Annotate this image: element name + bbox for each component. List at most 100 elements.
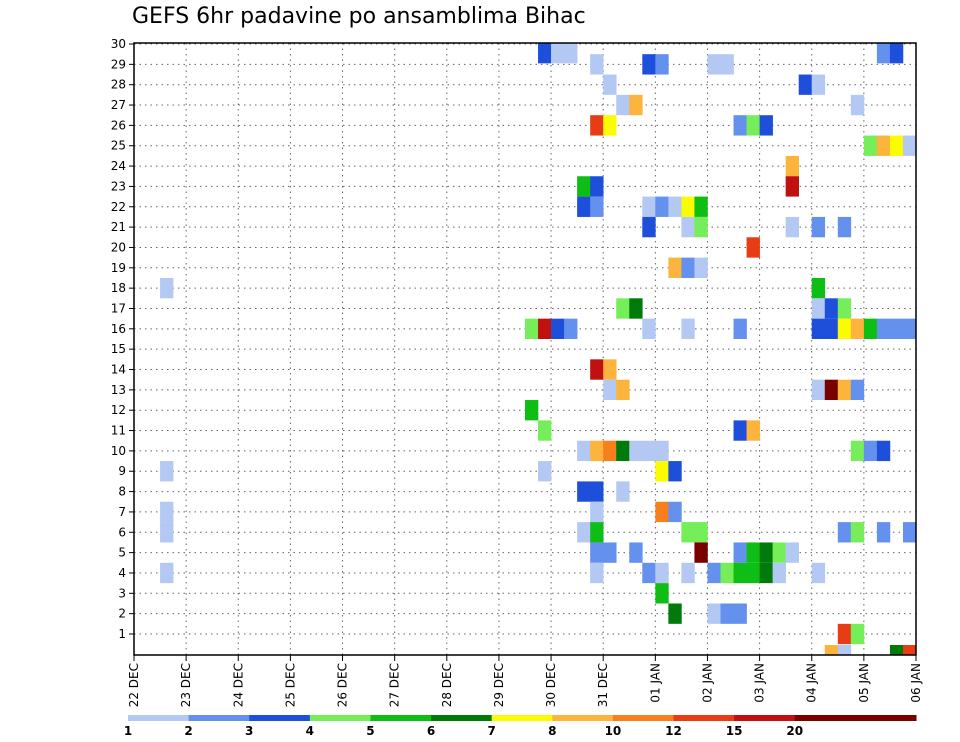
legend-swatch <box>673 715 735 721</box>
precip-cell <box>889 43 904 64</box>
precip-cell <box>655 501 669 523</box>
precip-cell <box>889 645 904 655</box>
precip-cell <box>863 440 878 462</box>
precip-cell <box>551 43 565 64</box>
precip-cell <box>863 318 878 339</box>
x-tick-label: 01 JAN <box>648 663 662 703</box>
precip-cell <box>564 43 578 64</box>
precip-cell <box>772 562 786 584</box>
legend-label: 5 <box>366 724 374 738</box>
precip-cell <box>824 318 839 339</box>
y-tick-label: 19 <box>111 261 126 275</box>
precip-cell <box>668 603 682 624</box>
precip-cell <box>160 501 174 523</box>
precip-cell <box>590 54 604 75</box>
precip-cell <box>733 420 747 441</box>
precip-cell <box>694 216 708 238</box>
precip-cell <box>590 115 604 136</box>
precip-cell <box>746 542 760 563</box>
x-tick-label: 05 JAN <box>857 663 871 703</box>
precip-cell <box>160 277 174 299</box>
precip-cell <box>902 318 917 339</box>
legend-label: 6 <box>427 724 435 738</box>
y-tick-label: 3 <box>118 586 126 600</box>
precip-cell <box>590 176 604 197</box>
precip-cell <box>655 461 669 482</box>
legend-label: 8 <box>548 724 556 738</box>
x-tick-label: 25 DEC <box>283 663 297 707</box>
precip-cell <box>642 54 656 75</box>
y-tick-label: 7 <box>118 505 126 519</box>
precip-cell <box>603 359 617 380</box>
grid <box>134 43 916 655</box>
precip-cell <box>733 115 747 136</box>
precip-cell <box>837 522 852 543</box>
precip-cell <box>733 542 747 563</box>
legend-label: 12 <box>665 724 682 738</box>
y-tick-label: 18 <box>111 281 126 295</box>
y-tick-label: 30 <box>111 37 126 51</box>
y-tick-label: 8 <box>118 485 126 499</box>
precip-cell <box>720 54 734 75</box>
precip-cell <box>902 522 917 543</box>
y-tick-label: 15 <box>111 342 126 356</box>
precip-cell <box>160 522 174 543</box>
x-tick-label: 30 DEC <box>544 663 558 707</box>
precip-cell <box>655 562 669 584</box>
precip-cell <box>850 522 865 543</box>
precip-cell <box>655 440 669 462</box>
precip-cell <box>876 318 891 339</box>
precip-cell <box>603 115 617 136</box>
legend-swatch <box>249 715 311 721</box>
y-tick-label: 6 <box>118 525 126 539</box>
y-tick-label: 23 <box>111 179 126 193</box>
precip-cell <box>590 440 604 462</box>
legend-swatch <box>855 715 917 721</box>
precip-cell <box>837 623 852 645</box>
precip-cell <box>616 298 630 319</box>
x-tick-label: 28 DEC <box>440 663 454 707</box>
precip-cell <box>681 562 695 584</box>
precip-cell <box>603 542 617 563</box>
y-tick-label: 17 <box>111 301 126 315</box>
precip-cell <box>811 277 826 299</box>
precip-cell <box>733 318 747 339</box>
precip-cell <box>798 74 813 95</box>
precip-cell <box>655 196 669 217</box>
legend-swatch <box>431 715 493 721</box>
legend-swatch <box>188 715 250 721</box>
precip-cell <box>577 522 591 543</box>
precip-cell <box>577 176 591 197</box>
precip-cell <box>746 115 760 136</box>
precip-cell <box>785 216 799 238</box>
precip-cell <box>694 257 708 278</box>
precip-cell <box>655 54 669 75</box>
legend-label: 1 <box>124 724 132 738</box>
precip-cell <box>811 74 826 95</box>
precip-cell <box>837 318 852 339</box>
x-tick-label: 26 DEC <box>336 663 350 707</box>
precip-cell <box>577 440 591 462</box>
precip-cell <box>850 379 865 401</box>
precip-cell <box>642 216 656 238</box>
x-tick-label: 02 JAN <box>700 663 714 703</box>
precip-cell <box>876 43 891 64</box>
precip-cell <box>655 583 669 604</box>
precip-cell <box>642 196 656 217</box>
y-tick-label: 25 <box>111 139 126 153</box>
precip-cell <box>590 196 604 217</box>
precip-cell <box>538 461 552 482</box>
x-tick-label: 03 JAN <box>753 663 767 703</box>
precip-cell <box>889 318 904 339</box>
precip-cell <box>642 562 656 584</box>
precip-cell <box>538 318 552 339</box>
precip-cell <box>590 481 604 502</box>
color-legend: 1 2 3 4 5 6 7 8 10 12 15 20 <box>124 715 917 738</box>
precip-cell <box>746 562 760 584</box>
precip-cell <box>681 318 695 339</box>
y-tick-label: 1 <box>118 627 126 641</box>
precip-cell <box>720 603 734 624</box>
precip-cell <box>720 562 734 584</box>
precip-cell <box>668 501 682 523</box>
legend-swatch <box>552 715 614 721</box>
